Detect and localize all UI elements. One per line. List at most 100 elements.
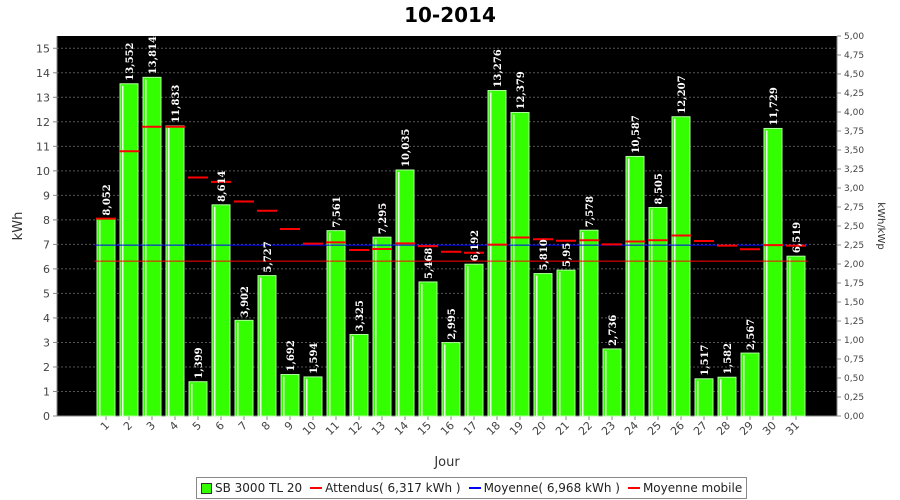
bar-highlight [697, 380, 699, 416]
y2-tick-label: 2,00 [844, 260, 864, 270]
bar [441, 342, 461, 417]
bar [533, 273, 553, 417]
y-tick-label: 0 [43, 410, 50, 423]
bar-highlight [674, 118, 676, 416]
x-tick-label: 26 [668, 419, 687, 438]
gridlines [57, 47, 837, 417]
x-tick-label: 7 [236, 419, 250, 433]
bar-highlight [283, 376, 285, 416]
bar-highlight [513, 114, 515, 417]
legend-item-moving-average: Moyenne mobile [627, 481, 742, 495]
x-tick-label: 2 [121, 419, 135, 433]
bar-highlight [168, 127, 170, 417]
y-tick-label: 12 [36, 116, 50, 129]
bar-value-label: 7,561 [332, 196, 343, 227]
bar-value-label: 6,192 [470, 230, 481, 261]
y2-tick-label: 2,75 [844, 203, 864, 213]
bar-value-label: 13,276 [493, 49, 504, 87]
bar-value-label: 8,614 [217, 170, 228, 201]
bar [280, 374, 300, 417]
bar-series [96, 76, 806, 417]
x-tick-label: 23 [599, 419, 618, 438]
y-tick-label: 11 [36, 140, 50, 153]
y2-tick-label: 0,75 [844, 355, 864, 365]
legend-swatch-line [468, 487, 481, 489]
y-axis-label: kWh [11, 212, 26, 241]
legend-swatch-bar [201, 482, 212, 494]
x-tick-label: 22 [576, 419, 595, 438]
bar-highlight [99, 220, 101, 416]
y-tick-label: 13 [36, 91, 50, 104]
legend-label: Moyenne( 6,968 kWh ) [483, 481, 620, 495]
y2-axis-label: kWh/kWp [875, 202, 886, 249]
bar-value-label: 12,379 [516, 71, 527, 109]
bar-highlight [490, 92, 492, 417]
bar-highlight [122, 85, 124, 416]
bar [142, 76, 162, 417]
data-labels: 8,052 13,552 13,814 11,833 1,399 8,614 3,902 5,… [102, 36, 803, 379]
bar-highlight [467, 266, 469, 416]
bar-highlight [237, 322, 239, 416]
bar [234, 319, 254, 417]
reference-lines [94, 125, 808, 262]
legend-item-expected: Attendus( 6,317 kWh ) [310, 481, 461, 495]
bar [303, 376, 323, 417]
bar-highlight [329, 232, 331, 416]
bar [763, 127, 783, 417]
bar-value-label: 13,552 [125, 42, 136, 80]
x-tick-label: 13 [369, 419, 388, 438]
bar-value-label: 5,727 [263, 241, 274, 272]
bar-highlight [306, 378, 308, 416]
bar [487, 90, 507, 417]
y2-tick-label: 1,25 [844, 317, 864, 327]
x-tick-label: 18 [484, 419, 503, 438]
bar [395, 169, 415, 417]
x-tick-label: 29 [737, 419, 756, 438]
bar-highlight [536, 275, 538, 416]
x-tick-label: 6 [213, 419, 227, 433]
bar-highlight [766, 130, 768, 416]
bar-value-label: 5,95 [562, 243, 573, 267]
x-tick-label: 19 [507, 419, 526, 438]
bar [602, 348, 622, 417]
y2-tick-label: 4,00 [844, 108, 864, 118]
y2-tick-label: 1,00 [844, 336, 864, 346]
y-tick-label: 14 [36, 67, 50, 80]
x-tick-label: 15 [415, 419, 434, 438]
bar-highlight [398, 171, 400, 416]
y2-tick-label: 3,75 [844, 127, 864, 137]
bar [418, 281, 438, 417]
bar-value-label: 10,587 [631, 115, 642, 153]
x-tick-label: 30 [760, 419, 779, 438]
y2-tick-label: 4,25 [844, 89, 864, 99]
x-tick-label: 11 [323, 419, 342, 438]
y2-tick-label: 0,50 [844, 374, 864, 384]
y-tick-label: 4 [43, 312, 50, 325]
x-tick-label: 27 [691, 419, 710, 438]
bar [372, 236, 392, 417]
y2-tick-label: 1,75 [844, 279, 864, 289]
bar [579, 229, 599, 417]
bar-value-label: 1,399 [194, 347, 205, 378]
bar-value-label: 2,736 [608, 315, 619, 346]
bar-value-label: 13,814 [148, 36, 159, 74]
bar-value-label: 6,519 [792, 222, 803, 253]
bar-highlight [421, 283, 423, 416]
x-axis: 1 2 3 4 5 6 7 8 9 10 11 12 13 14 15 16 17 18 19 20 21 22 23 24 2… [57, 415, 837, 438]
bar-value-label: 8,505 [654, 173, 665, 204]
bar [510, 112, 530, 417]
bar-highlight [375, 239, 377, 416]
bar [694, 378, 714, 417]
y-tick-label: 6 [43, 263, 50, 276]
bar-value-label: 8,052 [102, 184, 113, 215]
bar-value-label: 1,517 [700, 344, 711, 375]
bar-highlight [352, 336, 354, 416]
y2-tick-label: 1,50 [844, 298, 864, 308]
y-tick-label: 5 [43, 287, 50, 300]
y2-tick-label: 0,00 [844, 412, 864, 422]
y-tick-label: 7 [43, 238, 50, 251]
bar-value-label: 7,578 [585, 196, 596, 227]
bar-highlight [605, 350, 607, 416]
bar [257, 275, 277, 417]
